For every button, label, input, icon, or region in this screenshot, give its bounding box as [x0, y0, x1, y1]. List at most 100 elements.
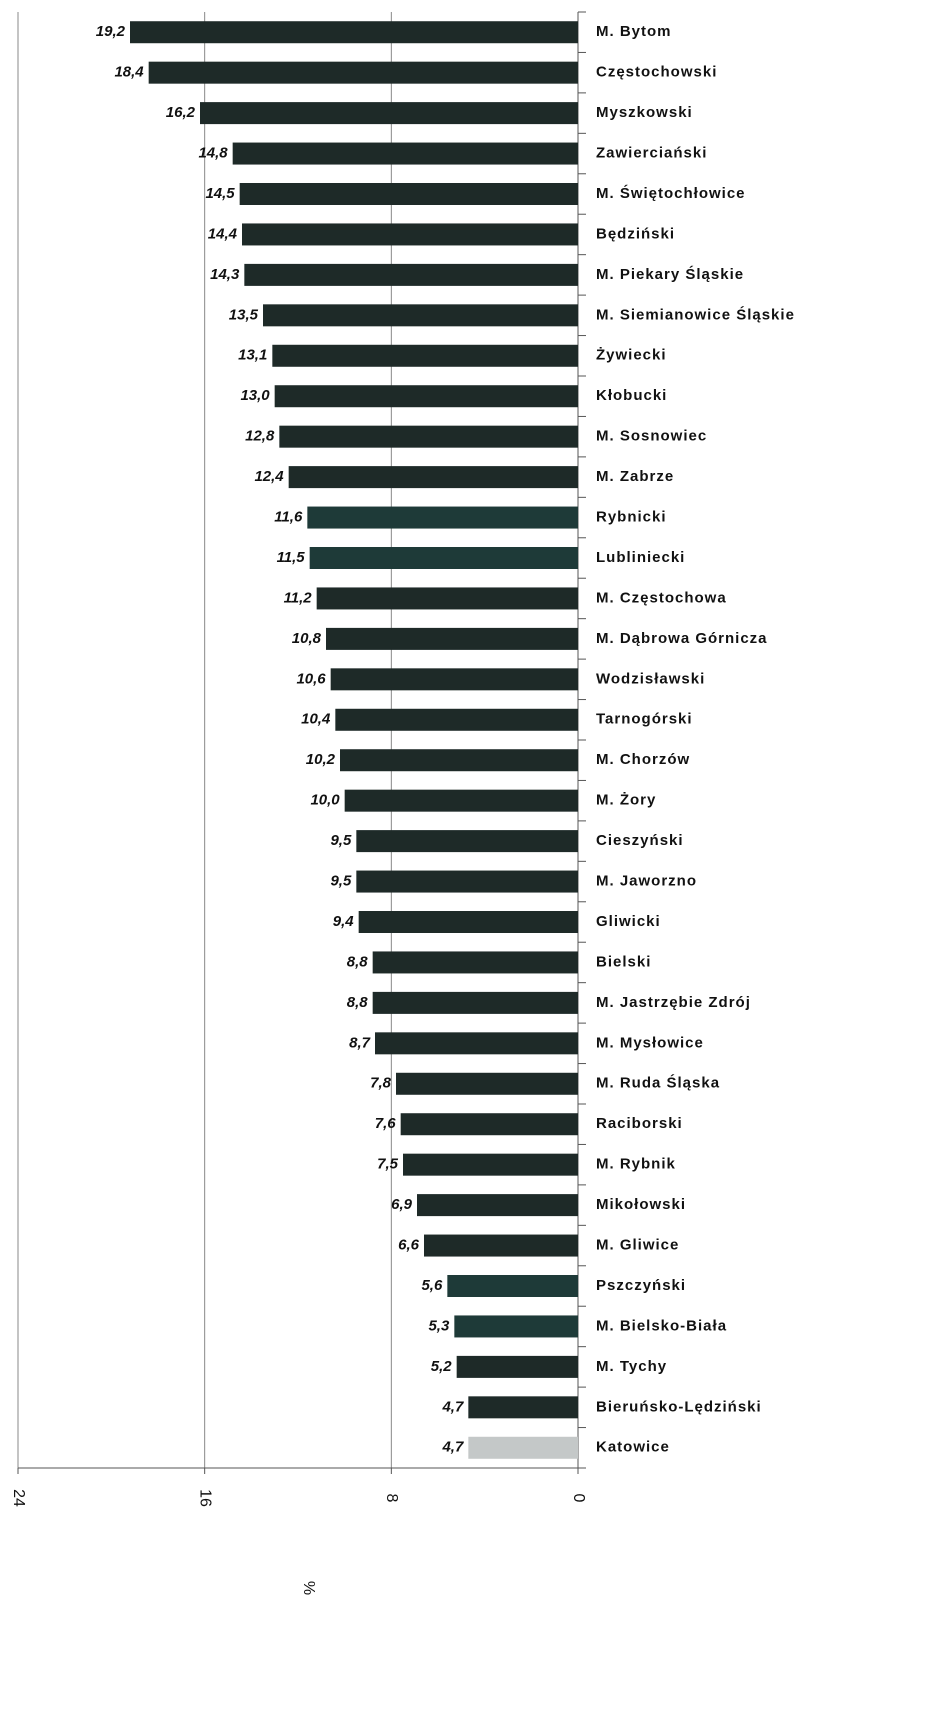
value-label: 18,4 — [114, 64, 144, 81]
value-label: 7,5 — [377, 1156, 399, 1173]
category-label: Gliwicki — [596, 913, 661, 930]
category-label: M. Bytom — [596, 23, 672, 40]
category-label: M. Gliwice — [596, 1237, 679, 1254]
value-label: 10,2 — [306, 751, 336, 768]
bar — [335, 708, 578, 731]
bar — [468, 1396, 578, 1419]
bar — [340, 749, 578, 772]
category-label: M. Tychy — [596, 1358, 667, 1375]
category-label: Rybnicki — [596, 509, 667, 526]
bar — [279, 425, 578, 448]
bar — [454, 1315, 578, 1338]
category-label: Częstochowski — [596, 64, 717, 81]
category-label: Bielski — [596, 953, 651, 970]
category-label: M. Ruda Śląska — [596, 1074, 720, 1092]
category-label: Wodzisławski — [596, 670, 705, 687]
category-label: Żywiecki — [596, 347, 667, 364]
value-label: 12,4 — [254, 468, 284, 485]
category-label: Lubliniecki — [596, 549, 685, 566]
bar — [344, 789, 578, 812]
bar — [200, 102, 578, 125]
value-label: 6,6 — [398, 1237, 420, 1254]
category-label: M. Świętochłowice — [596, 184, 746, 202]
bar — [424, 1234, 578, 1257]
value-label: 14,3 — [210, 266, 240, 283]
bar — [356, 830, 578, 853]
value-label: 13,1 — [238, 347, 267, 364]
bar — [468, 1436, 578, 1459]
bar — [375, 1032, 578, 1055]
x-axis-label: % — [300, 1581, 317, 1595]
bar — [263, 304, 578, 327]
x-tick-label: 0 — [570, 1494, 587, 1503]
bar — [400, 1113, 578, 1136]
value-label: 14,4 — [208, 225, 238, 242]
category-label: Tarnogórski — [596, 711, 693, 728]
bar — [396, 1072, 578, 1095]
category-label: Katowice — [596, 1439, 670, 1456]
value-label: 5,3 — [428, 1317, 450, 1334]
bar — [274, 385, 578, 408]
value-label: 4,7 — [441, 1398, 464, 1415]
value-label: 10,4 — [301, 711, 331, 728]
category-label: M. Chorzów — [596, 751, 690, 768]
x-tick-label: 16 — [196, 1489, 213, 1507]
category-label: M. Żory — [596, 792, 656, 809]
category-label: Kłobucki — [596, 387, 667, 404]
bar — [242, 223, 578, 246]
value-label: 13,0 — [240, 387, 270, 404]
category-label: M. Rybnik — [596, 1156, 676, 1173]
value-label: 8,8 — [347, 994, 369, 1011]
value-label: 7,6 — [375, 1115, 397, 1132]
category-label: M. Zabrze — [596, 468, 674, 485]
category-label: M. Piekary Śląskie — [596, 265, 744, 283]
bar — [232, 142, 578, 165]
bar — [417, 1194, 578, 1217]
category-label: Cieszyński — [596, 832, 684, 849]
bar — [372, 951, 578, 974]
value-label: 6,9 — [391, 1196, 413, 1213]
category-label: Bieruńsko-Lędziński — [596, 1398, 762, 1415]
value-label: 9,4 — [333, 913, 355, 930]
bar — [356, 870, 578, 893]
bar — [244, 263, 579, 286]
value-label: 9,5 — [330, 873, 352, 890]
category-label: Będziński — [596, 225, 675, 242]
value-label: 8,7 — [349, 1034, 371, 1051]
value-label: 5,2 — [431, 1358, 453, 1375]
value-label: 4,7 — [441, 1439, 464, 1456]
bar — [447, 1275, 578, 1297]
bar — [456, 1355, 578, 1378]
value-label: 14,8 — [198, 145, 228, 162]
value-label: 10,6 — [296, 670, 326, 687]
value-label: 5,6 — [421, 1277, 443, 1294]
bar — [358, 911, 578, 933]
value-label: 8,8 — [347, 953, 369, 970]
value-label: 11,2 — [284, 589, 313, 606]
category-label: Pszczyński — [596, 1277, 686, 1294]
bar — [372, 991, 578, 1014]
value-label: 9,5 — [330, 832, 352, 849]
bar — [130, 21, 578, 44]
category-label: M. Bielsko-Biała — [596, 1317, 727, 1334]
category-label: M. Mysłowice — [596, 1034, 704, 1051]
value-label: 7,8 — [370, 1075, 392, 1092]
bar — [288, 466, 578, 489]
value-label: 19,2 — [96, 23, 126, 40]
bar — [326, 627, 578, 650]
bar — [239, 183, 578, 205]
bar — [403, 1153, 578, 1176]
bar — [272, 344, 578, 367]
category-label: Myszkowski — [596, 104, 693, 121]
category-label: M. Jastrzębie Zdrój — [596, 994, 751, 1011]
category-label: M. Częstochowa — [596, 589, 727, 606]
category-label: Raciborski — [596, 1115, 683, 1132]
bar — [316, 587, 578, 610]
value-label: 11,6 — [274, 509, 303, 526]
x-tick-label: 8 — [383, 1494, 400, 1503]
category-label: M. Siemianowice Śląskie — [596, 305, 795, 323]
bar — [330, 668, 578, 691]
value-label: 10,0 — [310, 792, 340, 809]
category-label: Mikołowski — [596, 1196, 686, 1213]
